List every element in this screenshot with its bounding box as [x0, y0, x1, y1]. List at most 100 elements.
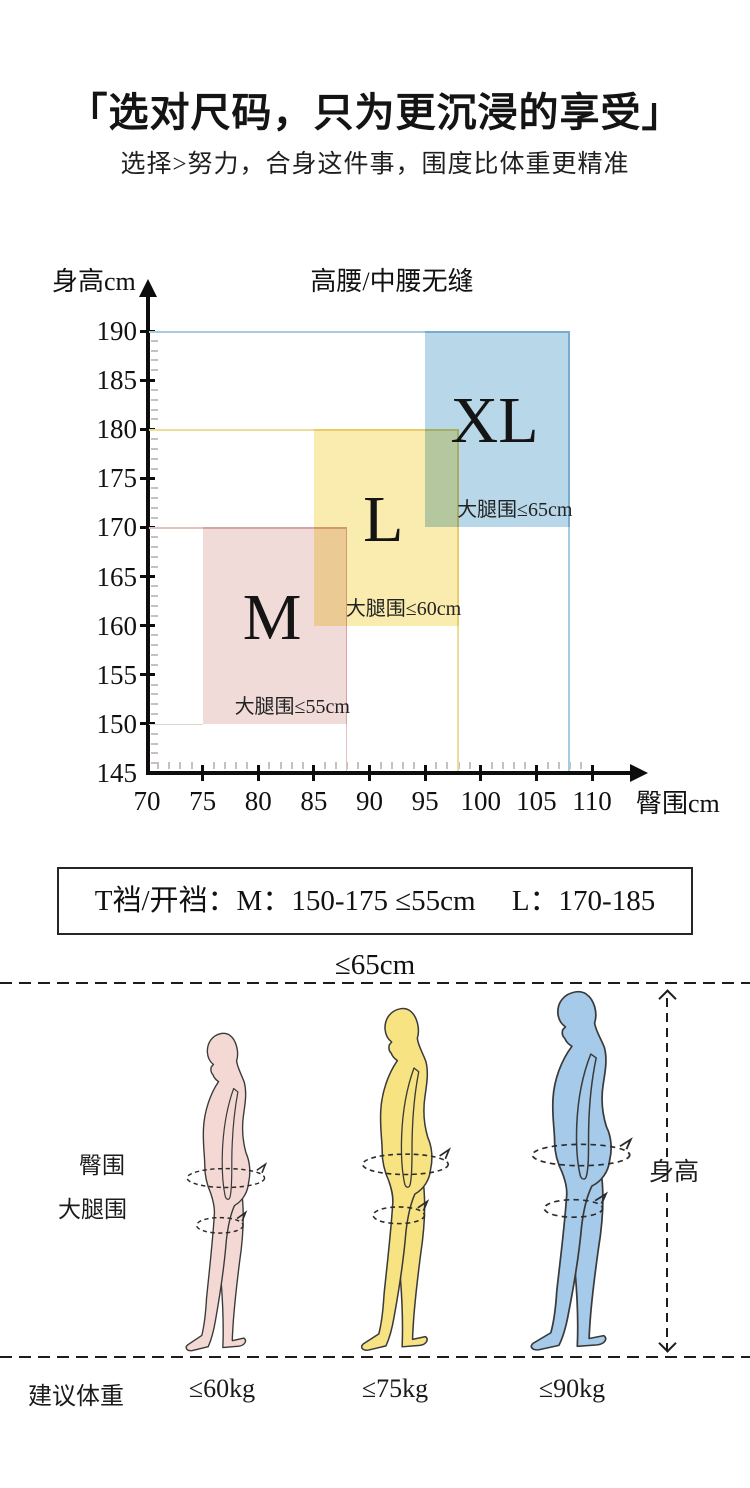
x-minor-tick — [190, 762, 193, 769]
y-minor-tick — [151, 732, 158, 735]
x-tick-label: 75 — [189, 786, 217, 816]
figure-arm — [575, 1053, 597, 1180]
thigh-measure-label: 大腿围 — [58, 1197, 127, 1222]
region-right-guide-XL — [568, 331, 570, 771]
x-major-tick — [201, 765, 205, 781]
hip-measure-arrow-icon — [619, 1137, 633, 1150]
y-tick-label: 170 — [96, 512, 138, 543]
y-major-tick — [140, 525, 155, 529]
y-minor-tick — [151, 536, 158, 539]
y-minor-tick — [151, 614, 158, 617]
x-tick-label: 105 — [516, 786, 557, 816]
crotch-size-text: T裆/开裆：M：150-175 ≤55cm L：170-185 ≤65cm — [94, 885, 656, 981]
y-major-tick — [140, 673, 155, 677]
x-minor-tick — [179, 762, 182, 769]
y-minor-tick — [151, 713, 158, 716]
x-major-tick — [256, 765, 260, 781]
y-minor-tick — [151, 683, 158, 686]
x-minor-tick — [290, 762, 293, 769]
size-letter-L: L — [363, 482, 404, 556]
x-axis-line — [146, 771, 634, 775]
thigh-measure-arrow-icon — [236, 1210, 248, 1222]
y-major-tick — [140, 722, 155, 726]
thigh-limit-M: 大腿围≤55cm — [234, 695, 350, 718]
x-minor-tick — [379, 762, 382, 769]
x-minor-tick — [502, 762, 504, 769]
figure-size-l — [360, 1007, 452, 1351]
y-minor-tick — [151, 339, 158, 342]
dashed-separator-top — [0, 982, 750, 984]
x-minor-tick — [579, 762, 582, 769]
figure-body — [530, 990, 613, 1351]
weight-size-xl: ≤90kg — [538, 1374, 606, 1403]
x-tick-label: 70 — [133, 786, 161, 816]
figure-size-xl — [530, 990, 633, 1351]
x-major-tick — [534, 765, 538, 781]
x-major-tick — [479, 765, 483, 781]
x-minor-tick — [401, 762, 404, 769]
y-minor-tick — [151, 408, 158, 411]
chart-title: 高腰/中腰无缝 — [310, 267, 474, 296]
hip-measure-arrow-icon — [256, 1162, 268, 1174]
y-minor-tick — [151, 644, 158, 647]
figure-arm — [400, 1067, 420, 1188]
size-letter-XL: XL — [450, 384, 539, 458]
hip-measure-label: 臀围 — [79, 1153, 125, 1178]
x-tick-label: 100 — [460, 786, 502, 816]
y-major-tick — [140, 575, 155, 579]
y-minor-tick — [151, 388, 158, 391]
y-tick-label: 180 — [96, 414, 138, 445]
x-tick-label: 85 — [300, 786, 328, 816]
y-minor-tick — [151, 605, 158, 608]
x-axis-title: 臀围cm — [636, 789, 720, 818]
y-tick-label: 145 — [96, 758, 138, 788]
weight-size-l: ≤75kg — [361, 1374, 429, 1403]
x-axis-arrow-icon — [630, 764, 648, 782]
y-minor-tick — [151, 457, 158, 460]
y-tick-label: 160 — [96, 610, 138, 641]
y-minor-tick — [151, 752, 158, 755]
y-minor-tick — [151, 654, 158, 657]
y-minor-tick — [151, 516, 158, 519]
y-minor-tick — [151, 349, 158, 352]
x-minor-tick — [157, 762, 160, 769]
x-minor-tick — [335, 762, 338, 769]
y-axis-title: 身高cm — [52, 267, 136, 296]
x-minor-tick — [457, 762, 460, 769]
thigh-limit-L: 大腿围≤60cm — [345, 597, 462, 620]
y-tick-label: 190 — [96, 316, 138, 346]
x-minor-tick — [413, 762, 415, 769]
x-minor-tick — [546, 762, 549, 769]
x-minor-tick — [568, 762, 571, 769]
x-minor-tick — [279, 762, 282, 769]
hip-measure-ellipse — [361, 1153, 450, 1176]
y-minor-tick — [151, 703, 158, 706]
x-minor-tick — [246, 762, 249, 769]
x-major-tick — [590, 765, 594, 781]
height-arrow-up-icon — [658, 989, 677, 1008]
y-minor-tick — [151, 546, 158, 549]
suggested-weight-title: 建议体重 — [28, 1384, 124, 1410]
height-arrow-down-icon — [658, 1334, 677, 1353]
crotch-size-box: T裆/开裆：M：150-175 ≤55cm L：170-185 ≤65cm — [57, 867, 693, 981]
x-minor-tick — [346, 762, 349, 769]
dashed-separator-bottom — [0, 1356, 750, 1358]
y-axis-arrow-icon — [139, 279, 157, 297]
y-minor-tick — [151, 467, 158, 470]
x-minor-tick — [435, 762, 438, 769]
y-tick-label: 185 — [96, 365, 138, 396]
y-tick-label: 150 — [96, 708, 138, 739]
size-letter-M: M — [242, 580, 302, 654]
y-minor-tick — [151, 693, 158, 696]
x-minor-tick — [223, 762, 226, 769]
region-bottom-guide-M — [149, 723, 203, 726]
weight-size-m: ≤60kg — [188, 1374, 256, 1403]
y-major-tick — [140, 624, 155, 628]
y-minor-tick — [151, 663, 158, 666]
thigh-limit-XL: 大腿围≤65cm — [457, 499, 573, 522]
height-label: 身高 — [640, 1158, 708, 1188]
x-minor-tick — [324, 762, 326, 769]
x-minor-tick — [268, 762, 271, 769]
y-major-tick — [140, 378, 155, 382]
